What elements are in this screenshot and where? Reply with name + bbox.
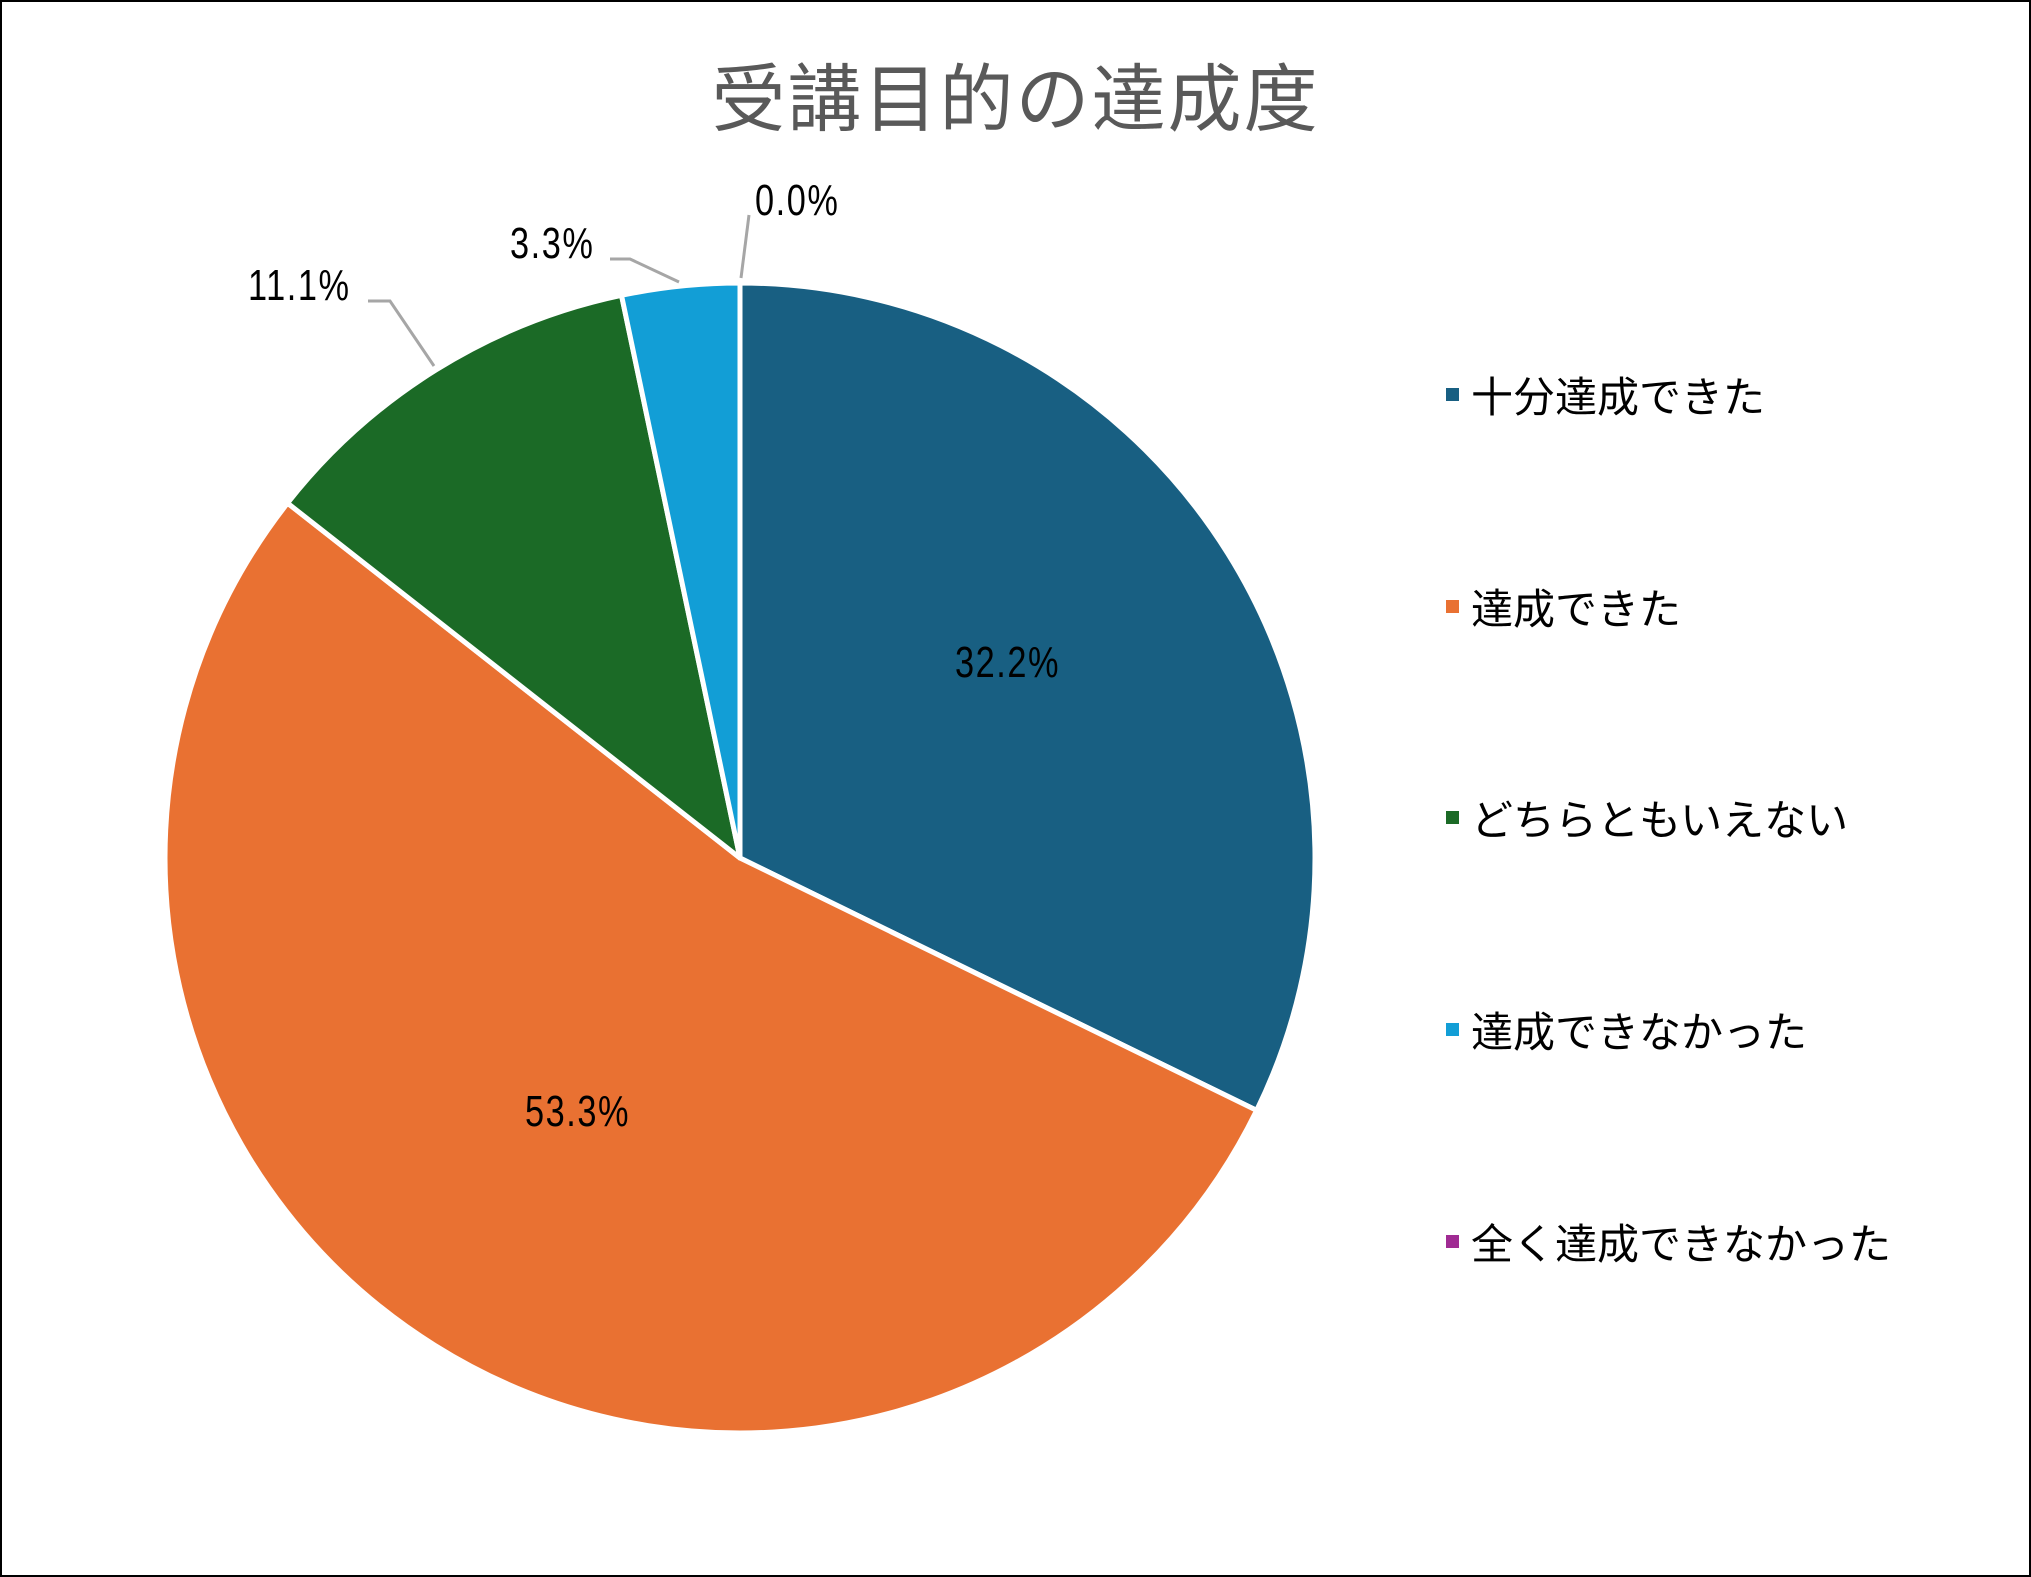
legend-label: どちらともいえない [1471,796,1849,845]
legend-marker-icon [1446,1235,1459,1248]
slice-very-achieved [737,280,1318,1113]
pie-slices [162,280,1318,1436]
data-label-neutral: 11.1% [248,261,351,310]
legend-item-achieved: 達成できた [1446,576,1681,637]
legend-label: 全く達成できなかった [1471,1220,1892,1269]
legend-label: 達成できなかった [1471,1008,1808,1057]
data-label-achieved: 53.3% [525,1087,631,1136]
legend-item-neutral: どちらともいえない [1446,787,1848,848]
legend-item-not-at-all: 全く達成できなかった [1446,1211,1891,1272]
slice-neutral [285,292,743,861]
leader-lines [368,214,751,367]
slice-achieved [162,500,1260,1436]
legend-label: 達成できた [1471,585,1682,634]
leader-line-0-0 [739,214,751,279]
data-label-not-at-all: 0.0% [755,176,840,225]
leader-line-3-3 [610,257,680,284]
legend-marker-icon [1446,1023,1459,1036]
leader-line-11-1 [368,299,436,367]
legend-label: 十分達成できた [1471,373,1766,422]
legend-marker-icon [1446,600,1459,613]
legend-marker-icon [1446,388,1459,401]
legend-item-very-achieved: 十分達成できた [1446,364,1765,425]
legend-marker-icon [1446,811,1459,824]
legend-item-not-achieved: 達成できなかった [1446,999,1807,1060]
data-label-not-achieved: 3.3% [510,219,595,268]
data-label-very-achieved: 32.2% [955,638,1061,687]
chart-title: 受講目的の達成度 [711,57,1320,143]
